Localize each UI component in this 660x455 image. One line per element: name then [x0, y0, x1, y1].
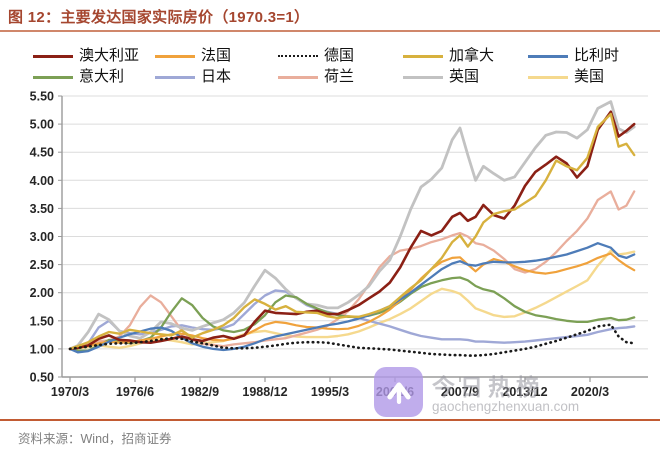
legend-label-netherlands: 荷兰 [324, 68, 355, 85]
x-axis-label: 1995/3 [311, 385, 349, 399]
legend-swatch-italy [33, 75, 73, 79]
y-axis-label: 1.50 [30, 314, 54, 328]
y-axis-label: 5.00 [30, 118, 54, 132]
watermark-chevron-up-icon [374, 367, 423, 417]
legend-label-germany: 德国 [324, 47, 355, 64]
chart-legend: 澳大利亚 法国 德国 加拿大 比利时意大利 日本 荷兰 英国 美国 [0, 46, 660, 88]
legend-swatch-netherlands [278, 75, 318, 79]
x-axis-label: 2013/12 [502, 385, 547, 399]
y-axis-label: 4.00 [30, 174, 54, 188]
y-axis-label: 4.50 [30, 146, 54, 160]
legend-swatch-belgium [528, 54, 568, 58]
x-axis-label: 1976/6 [116, 385, 154, 399]
legend-swatch-japan [155, 75, 195, 79]
series-line-belgium [68, 242, 636, 354]
legend-swatch-australia [33, 54, 73, 58]
legend-item-canada: 加拿大 [403, 46, 494, 66]
legend-swatch-canada [403, 54, 443, 58]
series-line-uk [68, 100, 636, 351]
series-line-germany [68, 323, 636, 357]
legend-item-japan: 日本 [155, 67, 231, 87]
y-axis-label: 0.50 [30, 371, 54, 385]
legend-label-japan: 日本 [201, 68, 232, 85]
legend-item-uk: 英国 [403, 67, 479, 87]
legend-swatch-germany [278, 55, 318, 57]
legend-label-france: 法国 [201, 47, 232, 64]
series-line-canada [68, 112, 636, 351]
watermark-brand-text: 今日热榜 [432, 374, 544, 400]
legend-item-france: 法国 [155, 46, 231, 66]
x-axis-label: 1982/9 [181, 385, 219, 399]
legend-label-usa: 美国 [574, 68, 605, 85]
title-underline [0, 30, 660, 32]
watermark-domain-text: gaochengzhenxuan.com [432, 399, 580, 414]
series-line-netherlands [68, 190, 636, 351]
figure-title: 图 12：主要发达国家实际房价（1970.3=1） [8, 9, 310, 26]
legend-label-italy: 意大利 [79, 68, 125, 85]
legend-label-australia: 澳大利亚 [79, 47, 140, 64]
source-text: 资料来源：Wind，招商证券 [18, 432, 172, 446]
legend-item-australia: 澳大利亚 [33, 46, 139, 66]
x-axis-label: 2007/9 [441, 385, 479, 399]
legend-item-germany: 德国 [278, 46, 354, 66]
series-line-australia [68, 110, 636, 351]
y-axis-label: 2.50 [30, 258, 54, 272]
x-axis-label: 1970/3 [51, 385, 89, 399]
legend-item-belgium: 比利时 [528, 46, 619, 66]
y-axis-label: 1.00 [30, 342, 54, 356]
legend-item-usa: 美国 [528, 67, 604, 87]
legend-swatch-france [155, 54, 195, 58]
y-axis-label: 2.00 [30, 286, 54, 300]
legend-item-italy: 意大利 [33, 67, 124, 87]
x-axis-label: 1988/12 [242, 385, 287, 399]
x-axis-label: 2020/3 [571, 385, 609, 399]
y-axis-label: 3.00 [30, 230, 54, 244]
legend-swatch-usa [528, 75, 568, 79]
legend-label-belgium: 比利时 [574, 47, 620, 64]
y-axis-label: 3.50 [30, 202, 54, 216]
house-price-line-chart: 0.50 1.00 1.50 2.00 2.50 3.00 3.50 4.00 4.50 5.00… [30, 90, 648, 399]
legend-swatch-uk [403, 75, 443, 79]
chevron-up-icon [386, 382, 411, 405]
y-axis-label: 5.50 [30, 90, 54, 104]
legend-label-uk: 英国 [449, 68, 480, 85]
legend-item-netherlands: 荷兰 [278, 67, 354, 87]
footer-rule [0, 419, 660, 421]
legend-label-canada: 加拿大 [449, 47, 495, 64]
